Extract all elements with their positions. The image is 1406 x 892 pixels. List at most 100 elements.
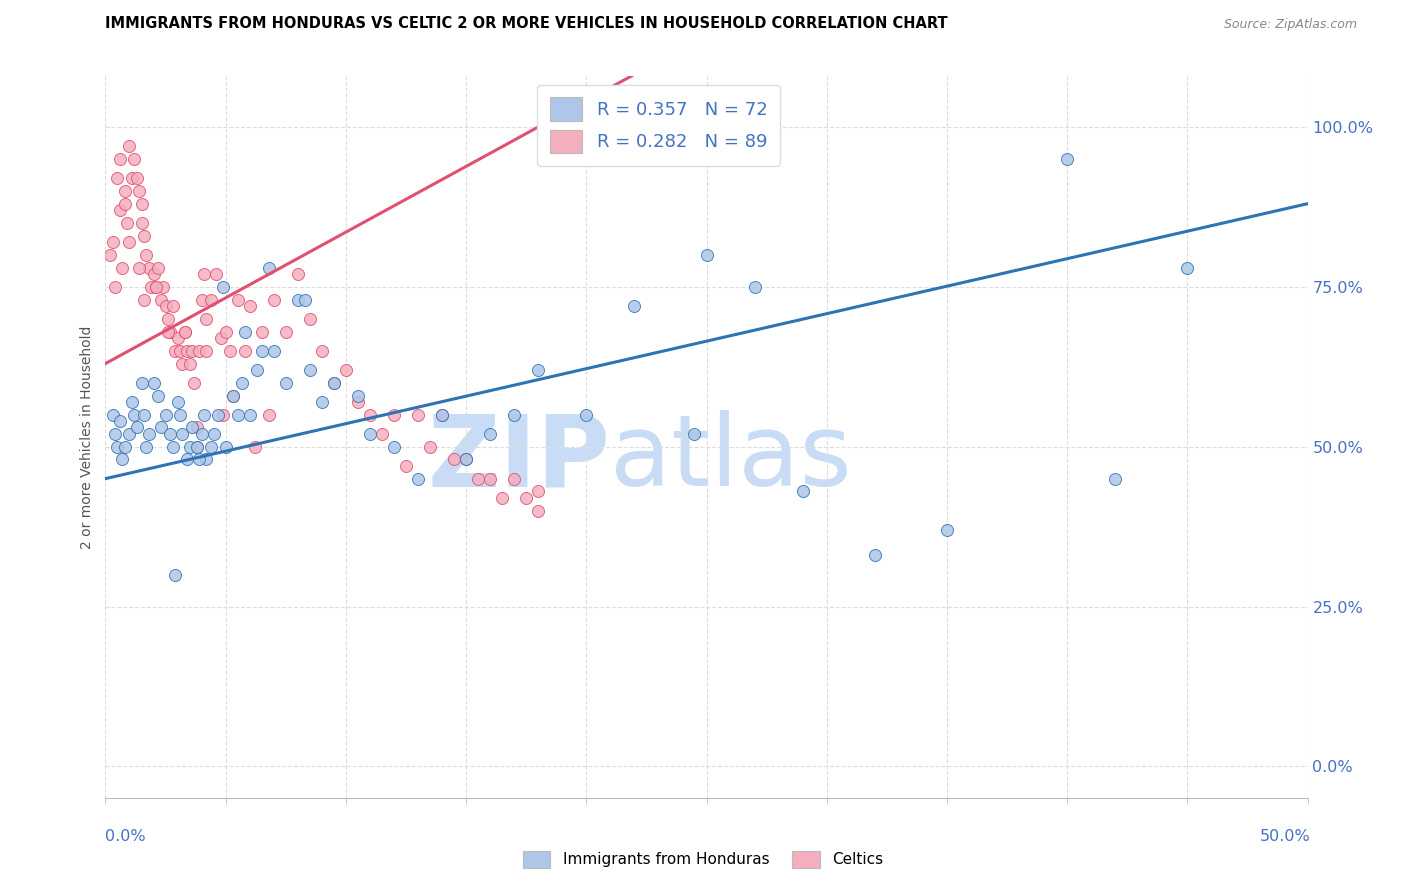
Point	[114, 184, 136, 198]
Point	[181, 343, 204, 358]
Point	[149, 420, 172, 434]
Point	[190, 426, 212, 441]
Point	[111, 452, 134, 467]
Point	[200, 440, 222, 454]
Point	[193, 408, 215, 422]
Point	[792, 484, 814, 499]
Point	[359, 408, 381, 422]
Point	[205, 267, 228, 281]
Point	[382, 440, 405, 454]
Point	[131, 196, 153, 211]
Y-axis label: 2 or more Vehicles in Household: 2 or more Vehicles in Household	[80, 326, 94, 549]
Point	[186, 440, 208, 454]
Point	[104, 280, 127, 294]
Text: 0.0%: 0.0%	[105, 830, 146, 844]
Point	[190, 293, 212, 307]
Point	[107, 171, 129, 186]
Point	[139, 280, 162, 294]
Point	[250, 325, 273, 339]
Point	[212, 408, 235, 422]
Point	[226, 408, 249, 422]
Point	[515, 491, 537, 505]
Point	[111, 260, 134, 275]
Point	[188, 343, 211, 358]
Point	[162, 299, 184, 313]
Point	[246, 363, 269, 377]
Point	[148, 388, 170, 402]
Point	[222, 388, 245, 402]
Point	[125, 171, 148, 186]
Point	[200, 293, 222, 307]
Point	[222, 388, 245, 402]
Point	[155, 299, 177, 313]
Point	[118, 426, 141, 441]
Point	[101, 235, 124, 249]
Point	[186, 440, 208, 454]
Point	[114, 440, 136, 454]
Point	[179, 357, 201, 371]
Point	[108, 152, 131, 166]
Point	[166, 395, 188, 409]
Point	[479, 472, 502, 486]
Point	[395, 458, 418, 473]
Point	[156, 311, 179, 326]
Point	[243, 440, 266, 454]
Point	[491, 491, 513, 505]
Point	[696, 248, 718, 262]
Text: Source: ZipAtlas.com: Source: ZipAtlas.com	[1223, 18, 1357, 31]
Point	[108, 203, 131, 218]
Point	[128, 260, 150, 275]
Point	[173, 325, 195, 339]
Point	[149, 293, 172, 307]
Point	[1056, 152, 1078, 166]
Point	[169, 343, 191, 358]
Point	[132, 408, 155, 422]
Point	[298, 363, 321, 377]
Point	[142, 267, 165, 281]
Point	[142, 376, 165, 390]
Point	[195, 343, 218, 358]
Point	[382, 408, 405, 422]
Point	[115, 216, 138, 230]
Point	[135, 440, 157, 454]
Legend: Immigrants from Honduras, Celtics: Immigrants from Honduras, Celtics	[517, 845, 889, 873]
Point	[138, 260, 160, 275]
Point	[419, 440, 441, 454]
Point	[165, 567, 187, 582]
Point	[135, 248, 157, 262]
Legend: R = 0.357   N = 72, R = 0.282   N = 89: R = 0.357 N = 72, R = 0.282 N = 89	[537, 85, 780, 166]
Point	[239, 299, 262, 313]
Point	[166, 331, 188, 345]
Point	[145, 280, 167, 294]
Point	[172, 357, 194, 371]
Point	[212, 280, 235, 294]
Text: ZIP: ZIP	[427, 410, 610, 508]
Point	[479, 426, 502, 441]
Point	[181, 420, 204, 434]
Point	[430, 408, 453, 422]
Point	[207, 408, 229, 422]
Point	[118, 139, 141, 153]
Point	[527, 503, 550, 517]
Point	[104, 426, 127, 441]
Point	[467, 472, 489, 486]
Point	[159, 426, 181, 441]
Point	[165, 343, 187, 358]
Point	[322, 376, 344, 390]
Point	[125, 420, 148, 434]
Point	[193, 267, 215, 281]
Point	[226, 293, 249, 307]
Point	[298, 311, 321, 326]
Point	[454, 452, 477, 467]
Point	[263, 293, 285, 307]
Point	[250, 343, 273, 358]
Point	[683, 426, 706, 441]
Point	[443, 452, 465, 467]
Point	[371, 426, 394, 441]
Text: IMMIGRANTS FROM HONDURAS VS CELTIC 2 OR MORE VEHICLES IN HOUSEHOLD CORRELATION C: IMMIGRANTS FROM HONDURAS VS CELTIC 2 OR …	[105, 16, 948, 31]
Point	[219, 343, 242, 358]
Point	[132, 228, 155, 243]
Point	[503, 472, 526, 486]
Point	[172, 426, 194, 441]
Point	[179, 440, 201, 454]
